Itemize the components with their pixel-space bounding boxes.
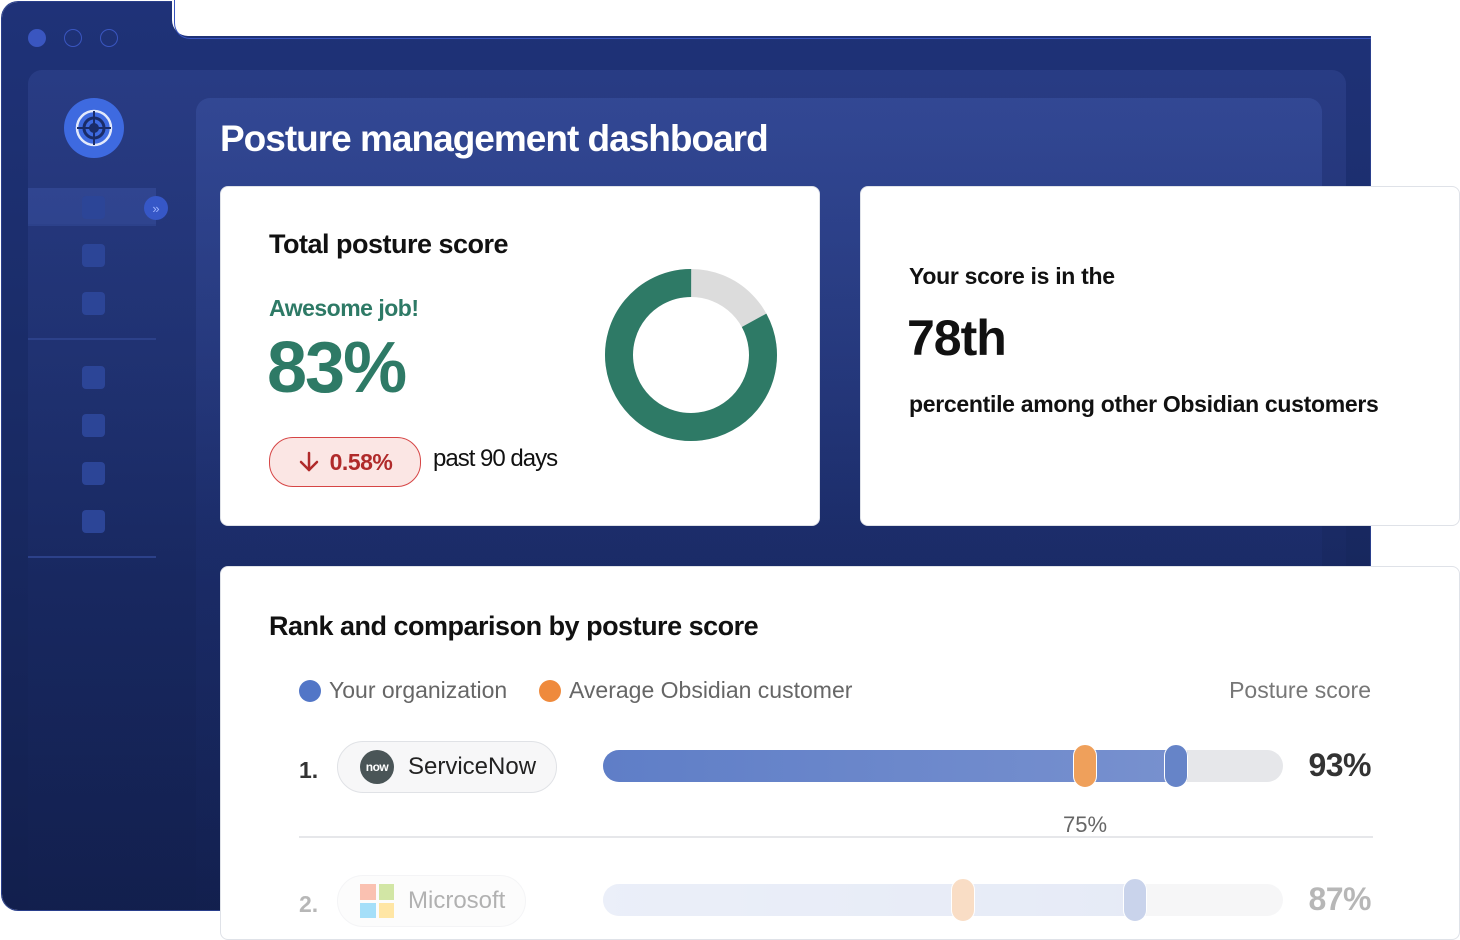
rank-row[interactable]: 1. now ServiceNow 75% 93% [221, 741, 1459, 837]
window-close-dot[interactable] [28, 29, 46, 47]
row-score: 87% [1308, 881, 1371, 917]
legend-item-average: Average Obsidian customer [539, 677, 852, 704]
average-score-marker[interactable] [951, 878, 975, 922]
posture-score-value: 83% [267, 328, 407, 408]
score-bar-fill [603, 750, 1188, 782]
sidebar-divider [28, 338, 156, 340]
card-title: Total posture score [269, 229, 509, 259]
org-score-marker[interactable] [1164, 744, 1188, 788]
posture-score-donut [605, 269, 777, 441]
percentile-value: 78th [907, 310, 1007, 366]
rank-comparison-card: Rank and comparison by posture score You… [220, 566, 1460, 940]
percentile-description: percentile among other Obsidian customer… [909, 391, 1379, 417]
column-header: Posture score [1229, 677, 1371, 703]
sidebar-item-icon[interactable] [82, 510, 105, 533]
row-score: 93% [1308, 747, 1371, 783]
obsidian-logo-icon[interactable] [64, 98, 124, 158]
score-status: Awesome job! [269, 295, 419, 321]
chevron-double-right-icon[interactable]: » [144, 196, 168, 220]
sidebar-item-icon[interactable] [82, 462, 105, 485]
score-delta-badge: 0.58% [269, 437, 421, 487]
company-name: Microsoft [408, 887, 506, 914]
donut-score-arc [605, 269, 777, 441]
arrow-down-icon [299, 451, 318, 472]
legend-swatch-org [299, 679, 321, 702]
sidebar-divider [28, 556, 156, 558]
legend-label: Average Obsidian customer [569, 677, 853, 703]
window-tab-edge [174, 0, 1371, 39]
score-bar-fill [603, 884, 1147, 916]
sidebar-item-icon[interactable] [82, 244, 105, 267]
rank-row[interactable]: 2. Microsoft 87% [221, 875, 1459, 935]
sidebar-item-icon[interactable] [82, 366, 105, 389]
percentile-card: Your score is in the 78th percentile amo… [860, 186, 1460, 526]
org-score-marker[interactable] [1123, 878, 1147, 922]
window-minimize-dot[interactable] [64, 29, 82, 47]
logo-mark-icon [75, 109, 113, 147]
legend-label: Your organization [329, 677, 508, 703]
posture-score-card: Total posture score Awesome job! 83% 0.5… [220, 186, 820, 526]
window-tab-area [172, 0, 1372, 36]
company-pill[interactable]: now ServiceNow [337, 741, 558, 793]
window-maximize-dot[interactable] [100, 29, 118, 47]
rank-number: 2. [299, 891, 319, 917]
servicenow-logo-icon: now [360, 750, 394, 784]
legend-swatch-average [539, 679, 561, 702]
average-score-marker[interactable] [1073, 744, 1097, 788]
score-period: past 90 days [433, 445, 558, 472]
score-delta-value: 0.58% [329, 448, 393, 475]
sidebar-item-icon[interactable] [82, 196, 105, 219]
legend-item-org: Your organization [299, 677, 507, 704]
card-title: Rank and comparison by posture score [269, 611, 759, 641]
company-name: ServiceNow [408, 753, 537, 780]
microsoft-logo-icon [360, 884, 394, 918]
average-score-label: 75% [1062, 812, 1108, 837]
score-bar-track [603, 878, 1283, 922]
percentile-lead: Your score is in the [909, 263, 1115, 289]
row-divider [299, 836, 1373, 838]
sidebar-item-icon[interactable] [82, 414, 105, 437]
score-bar-track: 75% [603, 744, 1283, 837]
company-pill[interactable]: Microsoft [337, 875, 527, 927]
rank-number: 1. [299, 757, 319, 783]
sidebar-divider [28, 224, 156, 226]
sidebar-item-icon[interactable] [82, 292, 105, 315]
page-title: Posture management dashboard [220, 118, 769, 159]
